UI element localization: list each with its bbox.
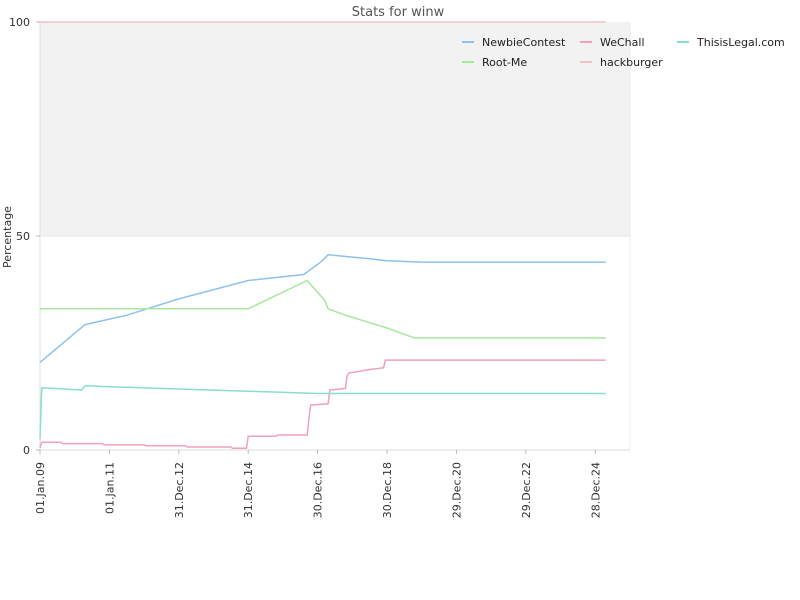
series-line-newbiecontest bbox=[39, 254, 606, 363]
chart-title: Stats for winw bbox=[352, 5, 445, 20]
y-tick-label: 50 bbox=[16, 230, 30, 243]
series-line-wechall bbox=[39, 359, 606, 450]
upper-band-shading bbox=[40, 22, 630, 236]
y-tick-label: 0 bbox=[23, 444, 30, 457]
y-axis-label: Percentage bbox=[1, 206, 14, 268]
x-tick-label: 01.Jan.11 bbox=[103, 462, 116, 514]
legend-label-newbiecontest: NewbieContest bbox=[482, 36, 566, 49]
x-tick-label: 28.Dec.24 bbox=[589, 462, 602, 518]
x-tick-label: 29.Dec.22 bbox=[520, 462, 533, 518]
x-tick-label: 01.Jan.09 bbox=[34, 462, 47, 514]
series-lines bbox=[39, 21, 606, 450]
y-tick-label: 100 bbox=[9, 16, 30, 29]
series-line-root-me bbox=[40, 279, 606, 339]
legend-label-hackburger: hackburger bbox=[600, 56, 663, 69]
y-axis-ticks: 0 50 100 bbox=[9, 16, 40, 457]
x-tick-label: 31.Dec.14 bbox=[242, 462, 255, 518]
x-tick-label: 29.Dec.20 bbox=[450, 462, 463, 518]
x-tick-label: 30.Dec.16 bbox=[312, 462, 325, 518]
x-axis-ticks: 01.Jan.09 01.Jan.11 31.Dec.12 31.Dec.14 30.D… bbox=[34, 450, 602, 518]
x-tick-label: 31.Dec.12 bbox=[173, 462, 186, 518]
legend-label-root-me: Root-Me bbox=[482, 56, 527, 69]
legend-label-wechall: WeChall bbox=[600, 36, 645, 49]
x-tick-label: 30.Dec.18 bbox=[381, 462, 394, 518]
legend-label-thisislegal-com: ThisisLegal.com bbox=[696, 36, 785, 49]
series-line-thisislegal-com bbox=[39, 385, 606, 440]
legend: NewbieContest Root-Me WeChall hackburger Thi… bbox=[462, 36, 785, 69]
